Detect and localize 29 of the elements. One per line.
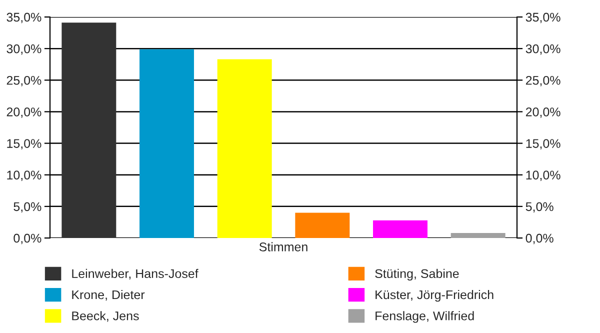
y-tick-label: 35,0%: [6, 12, 42, 24]
y-tick-label: 15,0%: [7, 139, 42, 150]
text: 5,0%: [526, 202, 554, 213]
x-tick-label: Stimmen: [259, 242, 308, 252]
legend-label: Beeck, Jens: [72, 311, 139, 322]
text: 10,0%: [526, 170, 560, 181]
bar: [140, 49, 194, 238]
bar: [450, 232, 506, 238]
bar: [295, 212, 350, 238]
text: 20,0%: [526, 108, 560, 118]
text: 15,0%: [526, 139, 560, 150]
bar: [373, 220, 428, 238]
text: 0,0%: [526, 234, 554, 244]
y-tick-label: 5,0%: [14, 202, 42, 213]
bar: [217, 59, 272, 238]
legend-label: Fenslage, Wilfried: [376, 311, 474, 323]
y-tick-label: 10,0%: [7, 170, 42, 181]
bar: [62, 22, 116, 238]
y-tick-label: 0,0%: [14, 234, 42, 244]
text: 25,0%: [526, 76, 560, 86]
y-tick-label: 20,0%: [6, 108, 42, 118]
legend-label: Küster, Jörg-Friedrich: [376, 290, 494, 302]
legend-label: Leinweber, Hans-Josef: [72, 268, 198, 280]
y-tick-label: 30,0%: [6, 44, 42, 55]
y-tick-label: 25,0%: [6, 76, 42, 86]
text: 30,0%: [526, 44, 560, 55]
legend-label: Krone, Dieter: [72, 290, 145, 301]
legend-label: Stüting, Sabine: [375, 268, 459, 281]
text: 35,0%: [526, 12, 560, 24]
